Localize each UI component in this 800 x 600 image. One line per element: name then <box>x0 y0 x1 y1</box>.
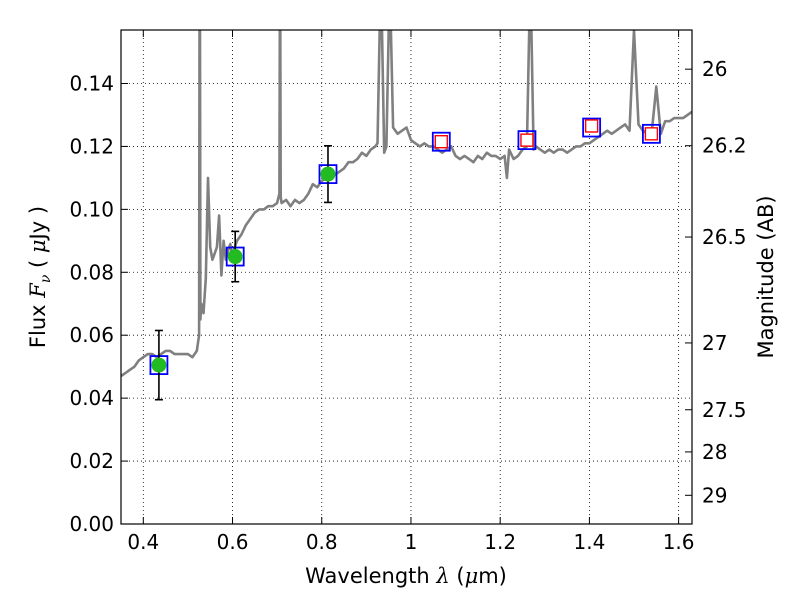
upper-limit-box <box>434 135 448 149</box>
axis-ticks: 0.4 0.6 0.8 1 1.2 1.4 1.6 0.00 0.02 0.04 0.06 0.08 0… <box>69 30 747 554</box>
model-photometry-box <box>642 123 661 144</box>
model-photometry-box <box>582 117 602 138</box>
y-tick-label: 0.04 <box>69 386 114 410</box>
y-tick-label: 0.06 <box>69 323 114 347</box>
y-axis-title: Flux Fν ( μJy ) <box>26 206 54 348</box>
y2-axis-title: Magnitude (AB) <box>754 195 778 358</box>
mag-tick-label: 27.5 <box>702 398 747 422</box>
y-tick-label: 0.14 <box>69 71 114 95</box>
mag-tick-label: 27 <box>702 331 727 355</box>
y-tick-label: 0.12 <box>69 134 114 158</box>
mag-tick-label: 28 <box>702 440 727 464</box>
detection-point <box>320 166 336 182</box>
x-tick-label: 1.6 <box>663 530 695 554</box>
mag-tick-label: 26 <box>702 57 727 81</box>
x-tick-label: 0.6 <box>217 530 249 554</box>
y-tick-label: 0.08 <box>69 260 114 284</box>
x-tick-label: 1.4 <box>573 530 605 554</box>
spectrum-line <box>121 30 692 378</box>
model-photometry-box <box>517 130 537 151</box>
upper-limit-box <box>584 119 599 133</box>
mag-tick-label: 29 <box>702 483 727 507</box>
y-tick-label: 0.00 <box>69 512 114 536</box>
x-tick-label: 0.8 <box>306 530 338 554</box>
x-tick-label: 1 <box>405 530 418 554</box>
mag-tick-label: 26.5 <box>702 225 747 249</box>
series-layer <box>121 30 692 401</box>
model-photometry-box <box>431 131 451 152</box>
x-axis-title: Wavelength λ (μm) <box>305 564 507 588</box>
x-tick-label: 0.4 <box>127 530 159 554</box>
detection-point <box>227 249 243 265</box>
upper-limit-box <box>520 133 534 147</box>
upper-limit-box <box>644 127 659 141</box>
y-tick-label: 0.02 <box>69 449 114 473</box>
mag-tick-label: 26.2 <box>702 134 747 158</box>
plot-frame <box>120 29 693 525</box>
detection-point <box>151 357 167 373</box>
x-tick-label: 1.2 <box>484 530 516 554</box>
y-tick-label: 0.10 <box>69 197 114 221</box>
